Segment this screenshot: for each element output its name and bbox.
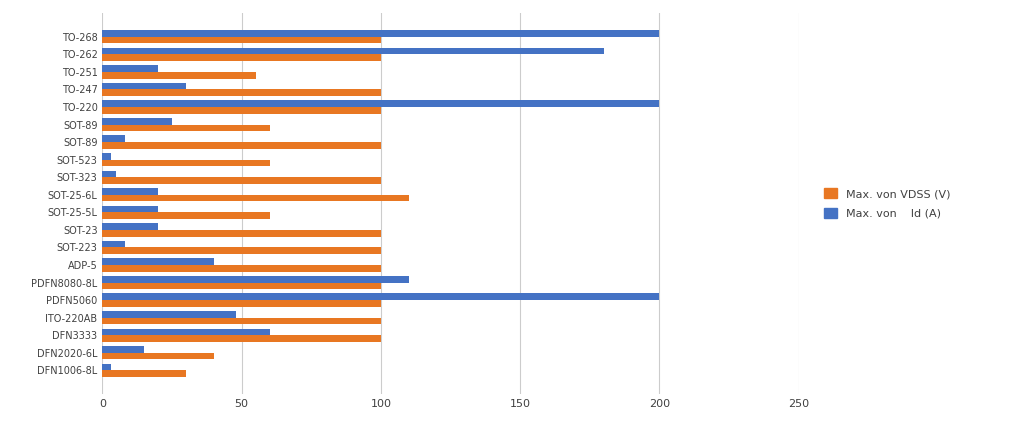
- Bar: [102, 142, 381, 149]
- Bar: [102, 107, 381, 114]
- Bar: [102, 230, 381, 237]
- Bar: [102, 311, 237, 318]
- Legend: Max. von VDSS (V), Max. von    Id (A): Max. von VDSS (V), Max. von Id (A): [818, 183, 956, 224]
- Bar: [102, 248, 381, 254]
- Bar: [102, 188, 158, 195]
- Bar: [102, 206, 158, 212]
- Bar: [102, 318, 381, 324]
- Bar: [102, 170, 117, 177]
- Bar: [102, 300, 381, 307]
- Bar: [102, 100, 659, 107]
- Bar: [102, 335, 381, 342]
- Bar: [102, 195, 409, 201]
- Bar: [102, 83, 186, 89]
- Bar: [102, 212, 269, 219]
- Bar: [102, 37, 381, 43]
- Bar: [102, 89, 381, 96]
- Bar: [102, 118, 172, 125]
- Bar: [102, 258, 214, 265]
- Bar: [102, 153, 111, 159]
- Bar: [102, 353, 214, 360]
- Bar: [102, 282, 381, 289]
- Bar: [102, 329, 269, 335]
- Bar: [102, 370, 186, 377]
- Bar: [102, 135, 125, 142]
- Bar: [102, 364, 111, 370]
- Bar: [102, 125, 269, 131]
- Bar: [102, 65, 158, 72]
- Bar: [102, 47, 604, 54]
- Bar: [102, 265, 381, 272]
- Bar: [102, 159, 269, 166]
- Bar: [102, 276, 409, 282]
- Bar: [102, 293, 659, 300]
- Bar: [102, 54, 381, 61]
- Bar: [102, 223, 158, 230]
- Bar: [102, 72, 256, 78]
- Bar: [102, 346, 144, 353]
- Bar: [102, 241, 125, 248]
- Bar: [102, 30, 659, 37]
- Bar: [102, 177, 381, 184]
